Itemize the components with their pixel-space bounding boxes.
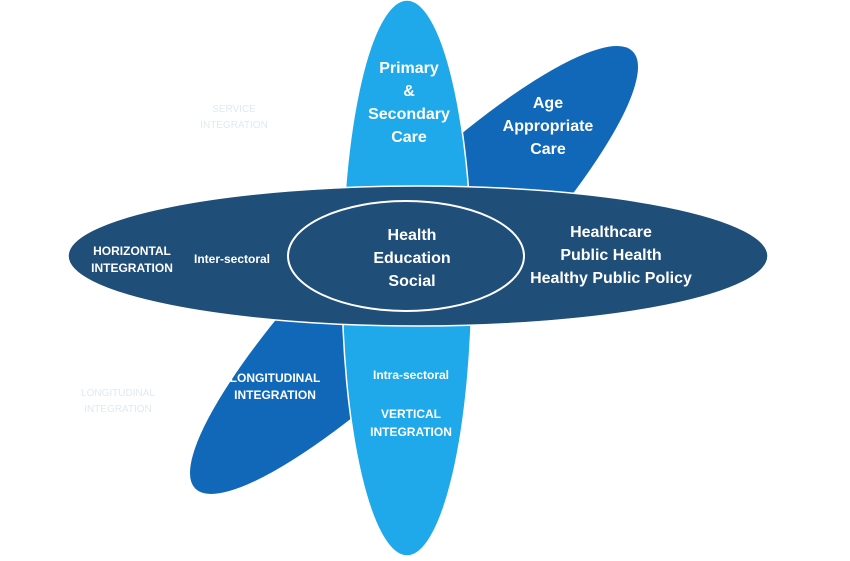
healthy-public-policy-label: Healthy Public Policy — [530, 270, 692, 287]
secondary-label: Secondary — [368, 106, 450, 123]
health-label: Health — [388, 227, 437, 244]
education-label: Education — [373, 250, 450, 267]
faint-label-upper-left-2: INTEGRATION — [200, 120, 268, 131]
ampersand-label: & — [403, 83, 415, 100]
public-health-label: Public Health — [560, 247, 661, 264]
horizontal-integration-label: INTEGRATION — [91, 261, 173, 275]
inter-sectoral-label: Inter-sectoral — [194, 252, 270, 266]
faint-label-lower-left-1: LONGITUDINAL — [81, 388, 155, 399]
healthcare-label: Healthcare — [570, 224, 652, 241]
faint-label-lower-left-2: INTEGRATION — [84, 404, 152, 415]
intra-sectoral-label: Intra-sectoral — [373, 368, 449, 382]
horizontal-ellipse — [67, 185, 769, 327]
vertical-integration-label: INTEGRATION — [370, 425, 452, 439]
social-label: Social — [388, 273, 435, 290]
care-label: Care — [391, 129, 427, 146]
primary-label: Primary — [379, 60, 439, 77]
age-care-label: Care — [530, 141, 566, 158]
vertical-label: VERTICAL — [381, 407, 441, 421]
longitudinal-label: LONGITUDINAL — [230, 371, 321, 385]
appropriate-label: Appropriate — [503, 118, 594, 135]
faint-label-upper-left-1: SERVICE — [212, 104, 256, 115]
longitudinal-integration-label: INTEGRATION — [234, 388, 316, 402]
horizontal-label: HORIZONTAL — [93, 244, 171, 258]
age-label: Age — [533, 95, 563, 112]
center-ellipse — [287, 200, 525, 312]
